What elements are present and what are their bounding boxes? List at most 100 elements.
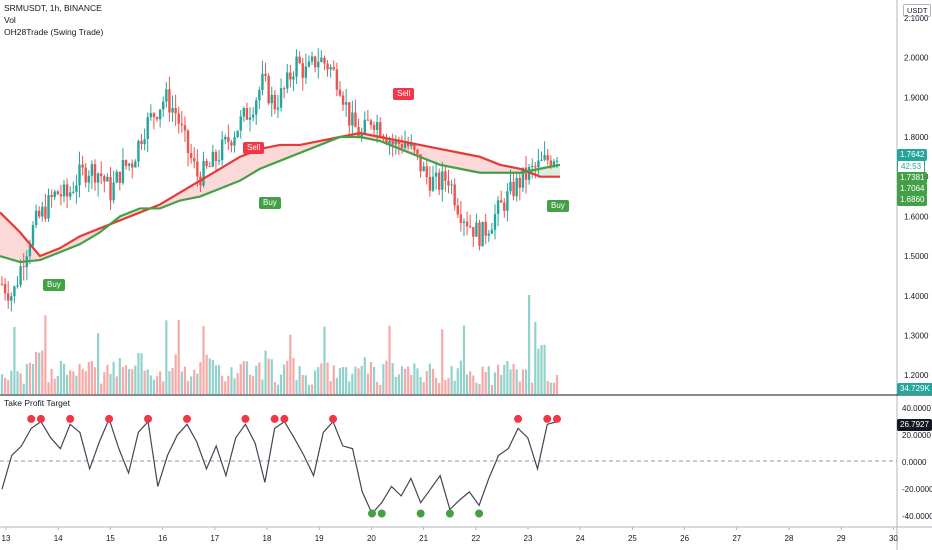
volume-bar (425, 371, 428, 395)
volume-bar (44, 315, 47, 395)
candle-body (459, 214, 463, 223)
volume-bar (66, 374, 69, 395)
candle-body (165, 89, 168, 102)
volume-bar (121, 366, 125, 395)
volume-bar (168, 371, 171, 395)
volume-bar (428, 363, 431, 395)
volume-bar (258, 362, 261, 395)
candle-body (453, 184, 456, 206)
candle-body (372, 125, 376, 130)
take-profit-dot-red (270, 414, 279, 423)
candle-body (509, 181, 512, 192)
volume-bar (434, 377, 438, 395)
volume-bar (103, 372, 106, 395)
volume-bar (78, 363, 81, 395)
take-profit-dot-red (241, 414, 250, 423)
volume-bar (140, 353, 143, 395)
candle-body (351, 112, 354, 126)
volume-bar (341, 367, 345, 395)
ma-fill-segment (220, 156, 240, 189)
volume-bar (509, 369, 512, 395)
volume-bar (450, 366, 453, 395)
candle-body (59, 194, 63, 197)
candle-body (304, 66, 308, 78)
volume-bar (186, 380, 190, 395)
volume-bar (351, 373, 354, 395)
candle-body (146, 117, 149, 140)
volume-bar (444, 379, 447, 395)
candle-body (124, 159, 128, 166)
candle-body (106, 176, 109, 182)
volume-bar (59, 360, 63, 395)
volume-bar (555, 374, 559, 395)
volume-bar (307, 384, 311, 395)
candle-body (301, 63, 304, 78)
candle-body (323, 57, 326, 64)
volume-bar (521, 369, 524, 395)
candle-body (227, 136, 230, 143)
candle-body (298, 56, 301, 64)
volume-bar (447, 378, 450, 395)
volume-bar (301, 374, 304, 395)
time-tick-label: 18 (263, 534, 272, 543)
volume-bar (552, 382, 555, 395)
volume-bar (199, 362, 202, 395)
volume-bar (252, 376, 255, 395)
candle-body (162, 101, 165, 110)
volume-bar (317, 367, 320, 395)
candle-body (484, 221, 487, 236)
volume-bar (459, 360, 462, 395)
candle-body (236, 130, 239, 138)
volume-bar (438, 383, 441, 395)
candle-body (115, 171, 118, 183)
candle-body (264, 73, 267, 77)
buy-signal-badge: Buy (259, 197, 281, 209)
ma-fill-segment (540, 164, 560, 177)
candle-body (44, 206, 47, 219)
volume-bar (487, 366, 490, 395)
slow-ma-line (0, 131, 560, 258)
take-profit-dot-red (183, 414, 191, 423)
volume-bar (87, 362, 90, 395)
volume-bar (0, 374, 4, 395)
candle-body (465, 221, 469, 227)
candle-body (425, 166, 428, 178)
candle-body (279, 88, 283, 108)
candle-body (375, 122, 379, 130)
time-tick-label: 15 (106, 534, 115, 543)
volume-bar (490, 385, 493, 395)
volume-bar (484, 372, 487, 395)
volume-bar (137, 353, 140, 395)
volume-bar (227, 375, 230, 395)
time-tick-label: 22 (471, 534, 480, 543)
candle-body (217, 160, 221, 162)
time-tick-label: 27 (732, 534, 741, 543)
candle-body (546, 155, 549, 161)
candle-body (326, 63, 329, 70)
candle-body (208, 166, 211, 168)
take-profit-dot-red (36, 414, 45, 423)
candle-body (0, 283, 4, 285)
candle-body (493, 214, 497, 230)
candle-body (506, 191, 509, 211)
volume-bar (475, 382, 478, 395)
candle-body (205, 160, 208, 167)
time-tick-label: 29 (837, 534, 846, 543)
time-tick-label: 26 (680, 534, 689, 543)
price-tick-label: 1.2000 (904, 371, 929, 380)
volume-bar (270, 359, 273, 395)
time-tick-label: 16 (158, 534, 167, 543)
candle-body (248, 117, 252, 120)
price-tick-label: 1.5000 (904, 252, 929, 261)
volume-bar (90, 361, 94, 395)
candle-body (103, 176, 106, 182)
candle-body (403, 142, 407, 148)
candle-body (75, 185, 78, 192)
currency-badge[interactable]: USDT (903, 4, 932, 17)
take-profit-dot-red (553, 414, 561, 423)
volume-bar (143, 370, 146, 395)
candle-body (360, 132, 363, 138)
candle-body (499, 200, 503, 203)
candle-body (155, 117, 159, 120)
